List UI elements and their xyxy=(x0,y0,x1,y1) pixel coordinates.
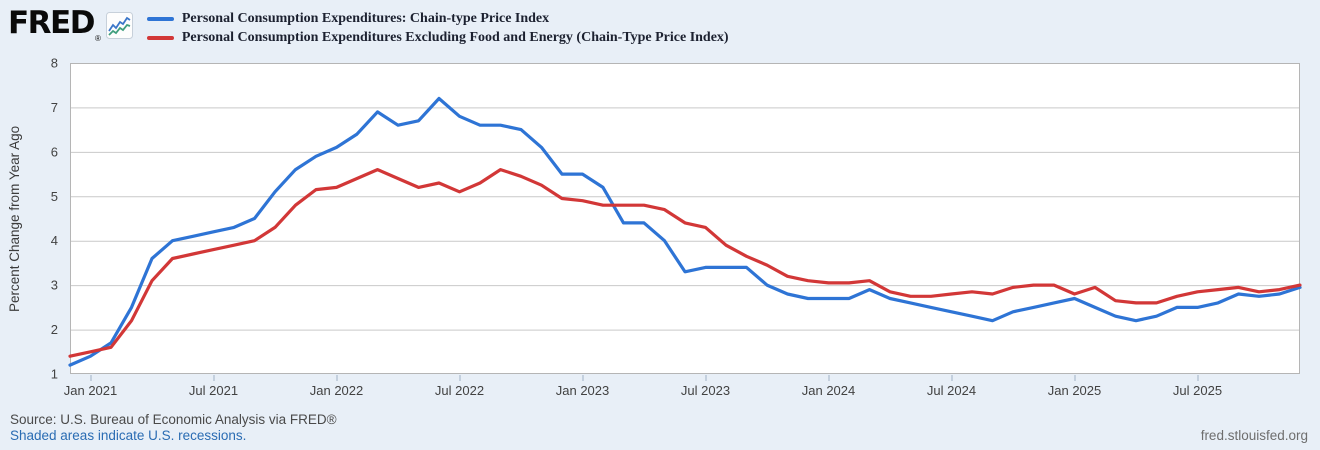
svg-text:6: 6 xyxy=(51,144,58,159)
legend-label: Personal Consumption Expenditures: Chain… xyxy=(181,10,550,26)
fred-logo-text: FRED xyxy=(8,5,95,41)
svg-text:Jul 2024: Jul 2024 xyxy=(927,383,976,398)
svg-text:Jul 2023: Jul 2023 xyxy=(681,383,730,398)
svg-text:Jan 2021: Jan 2021 xyxy=(64,383,118,398)
chart-header: FRED ® Personal Consumption Expenditures… xyxy=(8,6,729,47)
fred-logo: FRED ® xyxy=(8,8,133,44)
svg-text:7: 7 xyxy=(51,100,58,115)
chart-legend: Personal Consumption Expenditures: Chain… xyxy=(146,9,729,47)
svg-text:Jan 2024: Jan 2024 xyxy=(802,383,856,398)
y-axis-title: Percent Change from Year Ago xyxy=(7,125,22,312)
svg-text:Jul 2022: Jul 2022 xyxy=(435,383,484,398)
svg-text:5: 5 xyxy=(51,189,58,204)
svg-text:8: 8 xyxy=(51,56,58,71)
source-note: Source: U.S. Bureau of Economic Analysis… xyxy=(10,412,337,427)
svg-text:3: 3 xyxy=(51,278,58,293)
svg-text:Jan 2023: Jan 2023 xyxy=(556,383,610,398)
svg-text:Jan 2025: Jan 2025 xyxy=(1048,383,1102,398)
legend-label: Personal Consumption Expenditures Exclud… xyxy=(181,29,729,45)
svg-text:Jul 2021: Jul 2021 xyxy=(189,383,238,398)
legend-item-pce-core: Personal Consumption Expenditures Exclud… xyxy=(146,28,729,47)
registered-mark: ® xyxy=(94,34,101,43)
legend-swatch-red xyxy=(146,35,174,40)
svg-text:2: 2 xyxy=(51,322,58,337)
fred-sparkline-icon xyxy=(105,12,133,44)
legend-swatch-blue xyxy=(146,16,174,21)
svg-text:Jan 2022: Jan 2022 xyxy=(310,383,364,398)
recessions-note-link[interactable]: Shaded areas indicate U.S. recessions. xyxy=(10,428,247,443)
legend-item-pce-headline: Personal Consumption Expenditures: Chain… xyxy=(146,9,729,28)
svg-text:Jul 2025: Jul 2025 xyxy=(1173,383,1222,398)
svg-text:4: 4 xyxy=(51,233,58,248)
svg-text:1: 1 xyxy=(51,367,58,382)
fred-site-url: fred.stlouisfed.org xyxy=(1200,428,1308,443)
